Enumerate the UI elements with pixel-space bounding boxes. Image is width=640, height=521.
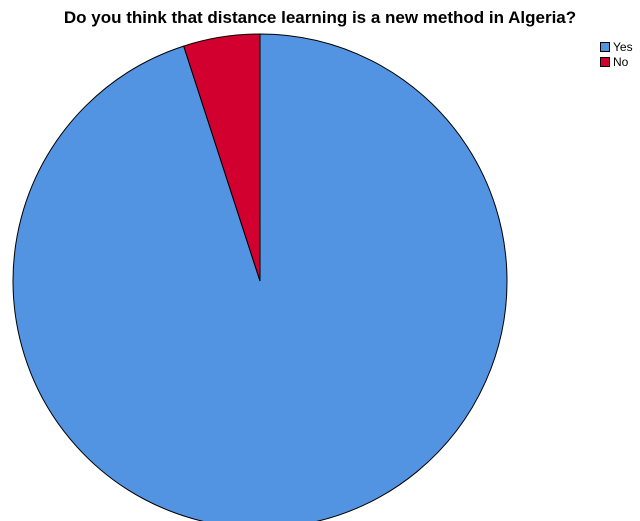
pie-slice-yes — [12, 33, 508, 521]
legend-item-no: No — [600, 54, 633, 69]
legend-label-no: No — [613, 54, 629, 69]
legend-label-yes: Yes — [613, 39, 633, 54]
legend-swatch-yes — [600, 41, 610, 52]
chart-title: Do you think that distance learning is a… — [63, 8, 577, 27]
pie-slice-no — [183, 33, 261, 282]
legend: Yes No — [600, 39, 633, 69]
legend-swatch-no — [600, 56, 610, 67]
legend-item-yes: Yes — [600, 39, 633, 54]
